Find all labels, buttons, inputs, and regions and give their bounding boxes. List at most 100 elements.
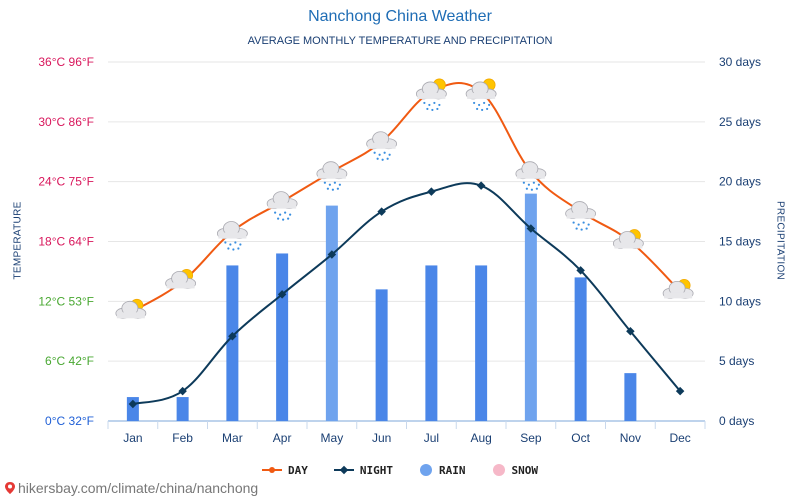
rain-drop <box>224 241 227 244</box>
right-tick-label: 5 days <box>719 354 754 368</box>
rain-bar <box>574 277 587 421</box>
legend: DAY NIGHT RAIN SNOW <box>0 463 800 477</box>
cloud-base <box>218 232 247 239</box>
cloud-base <box>566 212 595 219</box>
right-tick-label: 25 days <box>719 115 761 129</box>
legend-night[interactable]: NIGHT <box>333 463 393 477</box>
x-tick-label: Jul <box>424 431 439 445</box>
rain-drop <box>428 103 431 107</box>
rain-drop <box>483 101 486 105</box>
cloud-base <box>268 202 297 209</box>
rain-drop <box>481 108 484 112</box>
rain-drop <box>279 213 282 216</box>
legend-rain-label: RAIN <box>439 463 466 477</box>
weather-rain-cloud-icon <box>565 201 597 231</box>
rain-drop <box>338 183 341 186</box>
rain-drop <box>232 248 235 251</box>
chart-title: Nanchong China Weather <box>308 8 492 25</box>
rain-drop <box>585 227 588 230</box>
cloud-base <box>467 92 496 99</box>
rain-drop <box>284 211 287 214</box>
rain-drop <box>423 101 426 105</box>
rain-drop <box>488 103 491 107</box>
rain-drop <box>378 153 381 156</box>
footer-url[interactable]: hikersbay.com/climate/china/nanchong <box>18 480 259 496</box>
rain-bar <box>475 265 488 421</box>
rain-drop <box>336 187 339 190</box>
weather-sun-rain-cloud-icon <box>465 78 497 112</box>
x-tick-label: Apr <box>273 431 292 445</box>
rain-drop <box>522 181 525 184</box>
legend-rain[interactable]: RAIN <box>419 463 466 477</box>
rain-drop <box>476 107 479 111</box>
rain-drop <box>287 217 290 220</box>
legend-snow[interactable]: SNOW <box>492 463 539 477</box>
right-tick-label: 10 days <box>719 294 761 308</box>
night-temperature-line <box>132 182 681 406</box>
rain-bar <box>226 265 239 421</box>
legend-day-swatch <box>262 467 282 473</box>
rain-drop <box>388 153 391 156</box>
night-point <box>277 290 287 299</box>
location-pin-icon <box>5 482 15 494</box>
cloud-base <box>116 312 145 319</box>
legend-rain-swatch <box>420 464 432 476</box>
day-temperature-line <box>132 82 681 313</box>
night-point <box>128 399 138 409</box>
cloud-base <box>614 242 643 249</box>
rain-drop <box>328 183 331 186</box>
right-tick-label: 0 days <box>719 414 754 428</box>
rain-drop <box>229 243 232 246</box>
legend-day[interactable]: DAY <box>262 463 308 477</box>
rain-drop <box>431 108 434 112</box>
rain-drop <box>386 157 389 160</box>
rain-drop <box>383 151 386 154</box>
chart-subtitle: AVERAGE MONTHLY TEMPERATURE AND PRECIPIT… <box>247 35 553 47</box>
rain-drop <box>572 221 575 224</box>
left-tick-label: 6°C 42°F <box>45 354 94 368</box>
x-tick-label: Sep <box>520 431 542 445</box>
night-point <box>476 181 486 190</box>
rain-drop <box>333 181 336 184</box>
rain-drop <box>373 151 376 154</box>
cloud-base <box>516 172 545 179</box>
rain-drop <box>289 213 292 216</box>
x-tick-label: Nov <box>620 431 641 445</box>
weather-sun-cloud-icon <box>612 229 644 249</box>
rain-drop <box>433 101 436 105</box>
x-tick-label: Aug <box>470 431 491 445</box>
rain-bar <box>524 193 537 421</box>
night-point <box>327 250 337 259</box>
night-point <box>626 327 635 336</box>
rain-drop <box>580 228 583 231</box>
left-tick-label: 12°C 53°F <box>38 294 94 308</box>
rain-bar <box>325 205 338 421</box>
night-point <box>377 207 386 216</box>
rain-drop <box>535 187 538 190</box>
x-tick-label: Jan <box>123 431 142 445</box>
weather-sun-rain-cloud-icon <box>415 78 447 112</box>
rain-drop <box>323 181 326 184</box>
rain-drop <box>438 103 441 107</box>
left-tick-label: 36°C 96°F <box>38 55 94 69</box>
night-point <box>675 386 685 396</box>
rain-drop <box>473 101 476 105</box>
legend-night-swatch <box>333 465 354 475</box>
rain-drop <box>277 217 280 220</box>
rain-drop <box>532 181 535 184</box>
weather-sun-cloud-icon <box>115 298 147 319</box>
legend-snow-label: SNOW <box>511 463 539 477</box>
rain-drop <box>274 211 277 214</box>
x-tick-label: Jun <box>372 431 391 445</box>
rain-drop <box>381 158 384 161</box>
left-tick-label: 18°C 64°F <box>38 235 94 249</box>
rain-drop <box>426 107 429 111</box>
rain-bar <box>375 289 388 421</box>
rain-drop <box>577 223 580 226</box>
weather-sun-cloud-icon <box>165 268 197 289</box>
footer[interactable]: hikersbay.com/climate/china/nanchong <box>4 480 258 496</box>
x-tick-label: Oct <box>571 431 590 445</box>
rain-drop <box>525 187 528 190</box>
weather-rain-cloud-icon <box>316 161 348 191</box>
